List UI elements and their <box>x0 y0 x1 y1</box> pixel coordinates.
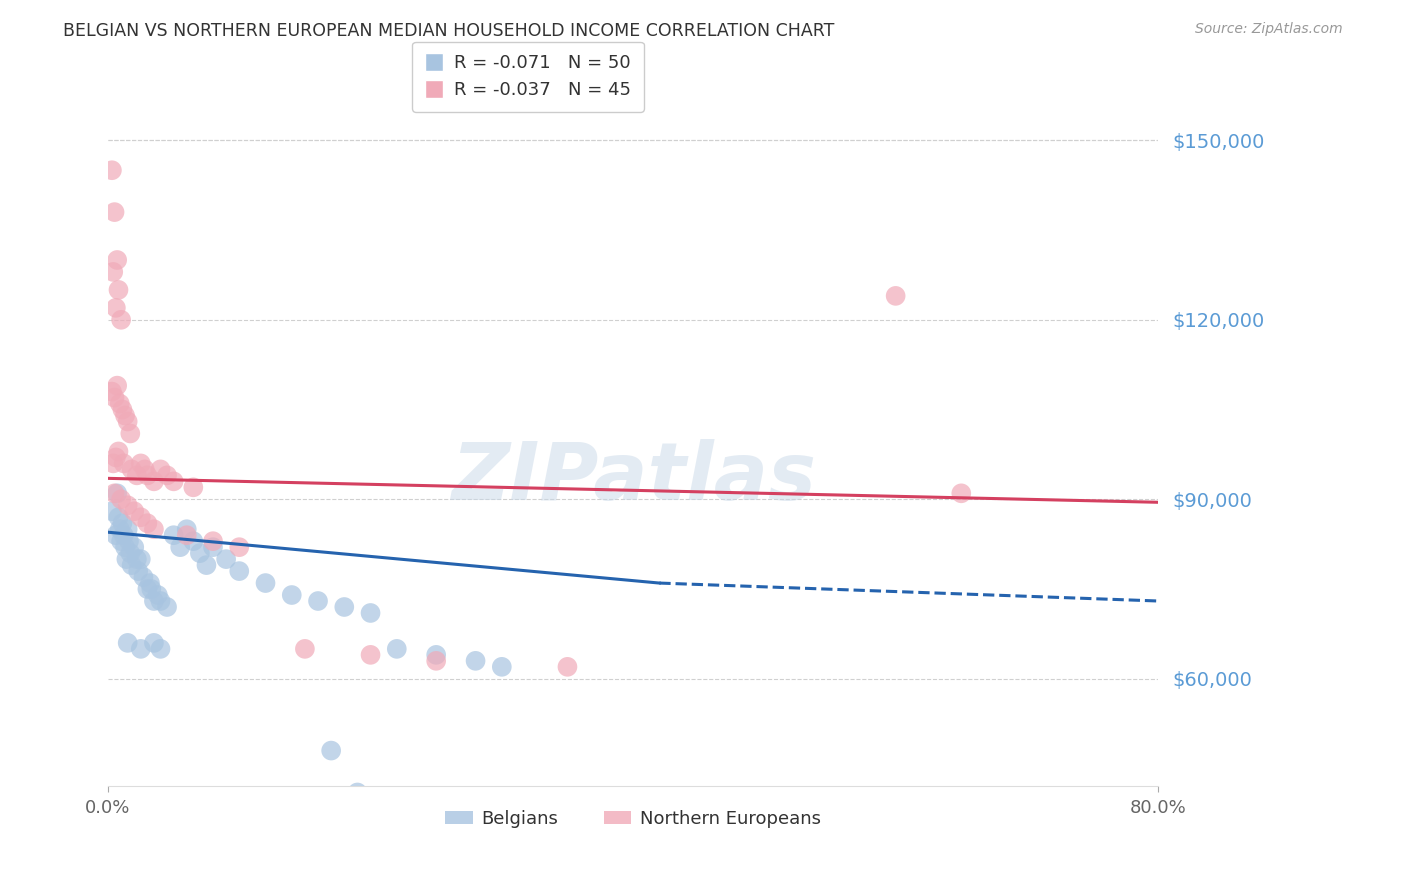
Point <box>103 457 125 471</box>
Point <box>125 468 148 483</box>
Point <box>136 516 159 531</box>
Point <box>132 570 155 584</box>
Point <box>156 468 179 483</box>
Point <box>110 492 132 507</box>
Point <box>156 599 179 614</box>
Point <box>201 540 224 554</box>
Point <box>105 252 128 267</box>
Point <box>491 660 513 674</box>
Point <box>118 534 141 549</box>
Point <box>142 522 165 536</box>
Point <box>111 402 134 417</box>
Point <box>142 594 165 608</box>
Point <box>117 415 139 429</box>
Text: Source: ZipAtlas.com: Source: ZipAtlas.com <box>1195 22 1343 37</box>
Point <box>149 641 172 656</box>
Point <box>188 546 211 560</box>
Point <box>149 594 172 608</box>
Point <box>122 504 145 518</box>
Point <box>107 510 129 524</box>
Point <box>149 462 172 476</box>
Point <box>111 516 134 531</box>
Point <box>101 504 124 518</box>
Point <box>162 528 184 542</box>
Point <box>884 289 907 303</box>
Point <box>108 396 131 410</box>
Point <box>101 384 124 399</box>
Point <box>104 528 127 542</box>
Point <box>110 313 132 327</box>
Point <box>103 391 125 405</box>
Point <box>114 409 136 423</box>
Point <box>115 552 138 566</box>
Point <box>950 486 973 500</box>
Point <box>228 564 250 578</box>
Point <box>294 641 316 656</box>
Point <box>333 599 356 614</box>
Point <box>103 205 125 219</box>
Point <box>103 486 125 500</box>
Point <box>117 636 139 650</box>
Point <box>139 576 162 591</box>
Point <box>169 540 191 554</box>
Point <box>104 450 127 465</box>
Point <box>464 654 486 668</box>
Point <box>129 510 152 524</box>
Point <box>181 480 204 494</box>
Point <box>141 582 163 596</box>
Point <box>228 540 250 554</box>
Point <box>107 444 129 458</box>
Point <box>103 265 125 279</box>
Point <box>215 552 238 566</box>
Point <box>110 534 132 549</box>
Point <box>117 498 139 512</box>
Point <box>112 457 135 471</box>
Point <box>425 654 447 668</box>
Point <box>117 522 139 536</box>
Point <box>136 468 159 483</box>
Point <box>557 660 579 674</box>
Point <box>385 641 408 656</box>
Point <box>346 785 368 799</box>
Point <box>134 462 156 476</box>
Point <box>321 743 343 757</box>
Point <box>176 522 198 536</box>
Point <box>105 486 128 500</box>
Point <box>129 552 152 566</box>
Point <box>142 636 165 650</box>
Point <box>281 588 304 602</box>
Point <box>129 641 152 656</box>
Point <box>360 648 382 662</box>
Point <box>120 546 142 560</box>
Text: ZIPatlas: ZIPatlas <box>450 439 815 516</box>
Point <box>104 301 127 315</box>
Point <box>112 528 135 542</box>
Point <box>121 462 143 476</box>
Point <box>142 475 165 489</box>
Point <box>176 528 198 542</box>
Point <box>360 606 382 620</box>
Point <box>425 648 447 662</box>
Point <box>120 426 142 441</box>
Point <box>195 558 218 573</box>
Text: BELGIAN VS NORTHERN EUROPEAN MEDIAN HOUSEHOLD INCOME CORRELATION CHART: BELGIAN VS NORTHERN EUROPEAN MEDIAN HOUS… <box>63 22 835 40</box>
Point <box>307 594 329 608</box>
Point <box>127 564 149 578</box>
Point <box>122 540 145 554</box>
Point <box>125 552 148 566</box>
Point <box>146 588 169 602</box>
Point <box>107 283 129 297</box>
Point <box>108 522 131 536</box>
Point <box>114 540 136 554</box>
Point <box>181 534 204 549</box>
Point <box>121 558 143 573</box>
Point <box>254 576 277 591</box>
Legend: Belgians, Northern Europeans: Belgians, Northern Europeans <box>439 803 828 835</box>
Point <box>136 582 159 596</box>
Point <box>162 475 184 489</box>
Point <box>101 163 124 178</box>
Point <box>129 457 152 471</box>
Point <box>105 378 128 392</box>
Point <box>201 534 224 549</box>
